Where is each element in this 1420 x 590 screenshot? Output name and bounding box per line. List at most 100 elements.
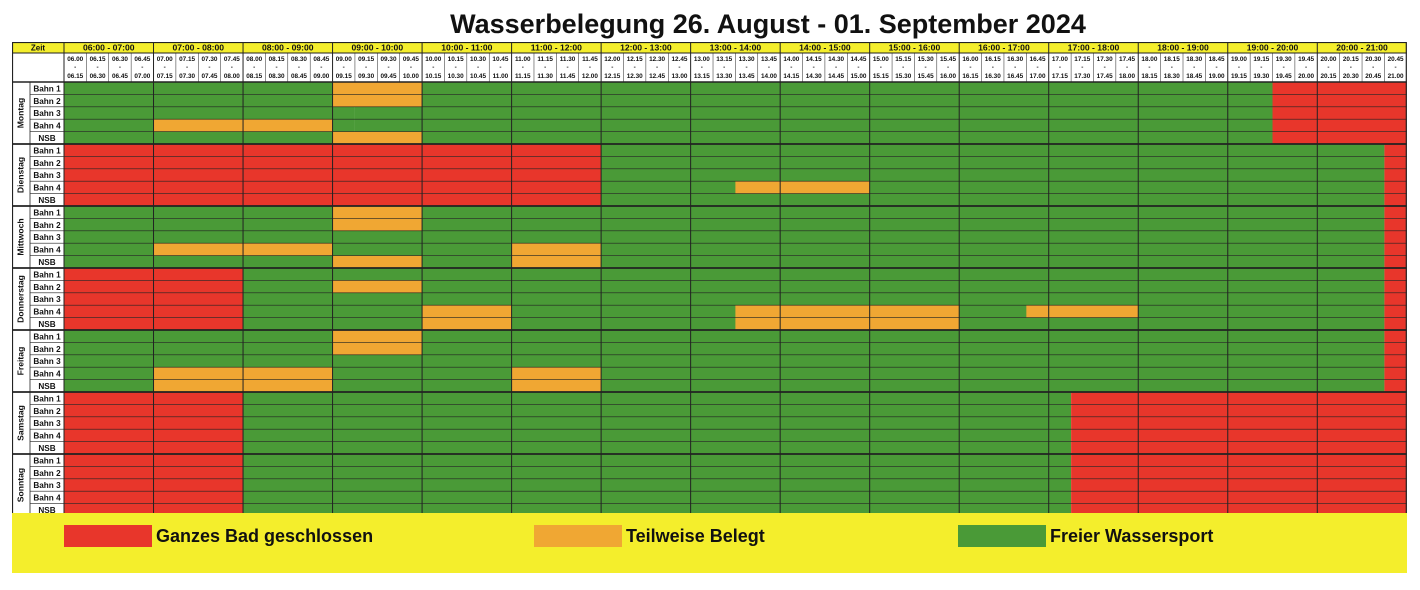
cell-partial — [422, 317, 512, 330]
slot-start-label: 17.15 — [1074, 56, 1090, 63]
lane-label: Bahn 2 — [33, 345, 61, 354]
slot-start-label: 17.30 — [1097, 56, 1113, 63]
hour-label: 09:00 - 10:00 — [352, 43, 404, 53]
slot-start-label: 17.00 — [1052, 56, 1068, 63]
slot-separator: - — [387, 64, 389, 71]
slot-end-label: 11.15 — [515, 73, 531, 80]
slot-end-label: 18.30 — [1164, 73, 1180, 80]
slot-end-label: 13.45 — [739, 73, 755, 80]
cell-closed — [1272, 94, 1318, 107]
slot-end-label: 12.00 — [582, 73, 598, 80]
slot-start-label: 09.30 — [381, 56, 397, 63]
cell-partial — [511, 367, 602, 380]
slot-separator: - — [276, 64, 278, 71]
lane-label: Bahn 2 — [33, 97, 61, 106]
slot-end-label: 06.45 — [112, 73, 128, 80]
slot-start-label: 11.30 — [560, 56, 576, 63]
cell-free — [243, 404, 1072, 417]
slot-start-label: 20.15 — [1343, 56, 1359, 63]
lane-label: NSB — [38, 196, 55, 205]
lane-label: Bahn 4 — [33, 494, 61, 503]
cell-free — [243, 478, 1072, 492]
lane-label: Bahn 2 — [33, 283, 61, 292]
cell-free — [601, 181, 1385, 194]
hour-label: 11:00 - 12:00 — [531, 43, 582, 53]
slot-end-label: 08.15 — [246, 73, 262, 80]
cell-free — [243, 466, 1072, 479]
slot-separator: - — [1104, 64, 1106, 71]
cell-partial — [332, 330, 423, 343]
cell-closed — [1384, 243, 1407, 256]
slot-end-label: 10.00 — [403, 73, 419, 80]
cell-closed — [1071, 478, 1407, 492]
slot-start-label: 10.30 — [470, 56, 486, 63]
cell-closed — [1384, 218, 1407, 231]
hour-label: 07:00 - 08:00 — [172, 43, 224, 53]
header-corner-label: Zeit — [31, 44, 46, 53]
slot-start-label: 18.15 — [1164, 56, 1180, 63]
slot-end-label: 08.45 — [291, 73, 307, 80]
lane-label: NSB — [38, 382, 55, 391]
slot-separator: - — [947, 64, 949, 71]
lane-label: Bahn 4 — [33, 122, 61, 131]
slot-separator: - — [455, 64, 457, 71]
cell-partial — [332, 94, 423, 107]
slot-end-label: 08.30 — [269, 73, 285, 80]
cell-closed — [1384, 230, 1407, 244]
slot-start-label: 06.15 — [90, 56, 106, 63]
cell-partial — [511, 255, 602, 268]
slot-separator: - — [678, 64, 680, 71]
slot-separator: - — [880, 64, 882, 71]
slot-start-label: 13.00 — [694, 56, 710, 63]
cell-free — [601, 193, 1385, 206]
slot-end-label: 07.45 — [201, 73, 217, 80]
slot-start-label: 09.45 — [403, 56, 419, 63]
slot-start-label: 18.30 — [1186, 56, 1202, 63]
slot-end-label: 09.30 — [358, 73, 374, 80]
lane-label: NSB — [38, 506, 55, 515]
cell-closed — [1384, 317, 1407, 330]
page-title: Wasserbelegung 26. August - 01. Septembe… — [450, 9, 1086, 39]
slot-end-label: 07.15 — [157, 73, 173, 80]
legend-swatch-closed — [64, 525, 152, 547]
lane-label: Bahn 1 — [33, 456, 61, 465]
slot-end-label: 17.15 — [1052, 73, 1068, 80]
slot-separator: - — [1148, 64, 1150, 71]
cell-free — [243, 429, 1072, 442]
day-label: Sonntag — [15, 468, 25, 502]
lane-label: Bahn 1 — [33, 208, 61, 217]
lane-label: Bahn 2 — [33, 221, 61, 230]
cell-partial — [735, 305, 960, 318]
slot-start-label: 13.15 — [716, 56, 732, 63]
slot-start-label: 08.45 — [313, 56, 329, 63]
cell-closed — [1317, 131, 1407, 144]
cell-closed — [1071, 466, 1407, 479]
slot-separator: - — [925, 64, 927, 71]
lane-label: Bahn 3 — [33, 109, 61, 118]
cell-closed — [1384, 144, 1407, 157]
slot-end-label: 14.15 — [783, 73, 799, 80]
slot-end-label: 19.30 — [1253, 73, 1269, 80]
slot-separator: - — [857, 64, 859, 71]
slot-start-label: 19.45 — [1298, 56, 1314, 63]
day-block-samstag: Samstag Bahn 1 Bahn 2 Bahn 3 Bahn 4 NSB — [15, 392, 1407, 454]
occupancy-grid: Zeit 06:00 - 07:00 07:00 - 08:00 08:00 - 09… — [12, 42, 1407, 517]
cell-closed — [1384, 255, 1407, 268]
hour-label: 06:00 - 07:00 — [83, 43, 135, 53]
cell-partial — [735, 317, 960, 330]
cell-closed — [1317, 119, 1407, 132]
slot-end-label: 18.15 — [1141, 73, 1157, 80]
cell-partial — [511, 379, 602, 392]
header-hours-bar — [64, 42, 1407, 53]
slot-start-label: 11.00 — [515, 56, 531, 63]
day-label: Mittwoch — [15, 218, 25, 255]
slot-separator: - — [656, 64, 658, 71]
cell-free — [243, 280, 1385, 293]
header-corner — [12, 42, 64, 53]
day-block-dienstag: Dienstag Bahn 1 Bahn 2 Bahn 3 Bahn 4 NSB — [15, 144, 1407, 206]
slot-start-label: 12.15 — [627, 56, 643, 63]
slot-start-label: 19.00 — [1231, 56, 1247, 63]
slot-start-label: 11.15 — [537, 56, 553, 63]
header-blank — [12, 53, 64, 82]
slot-separator: - — [1014, 64, 1016, 71]
